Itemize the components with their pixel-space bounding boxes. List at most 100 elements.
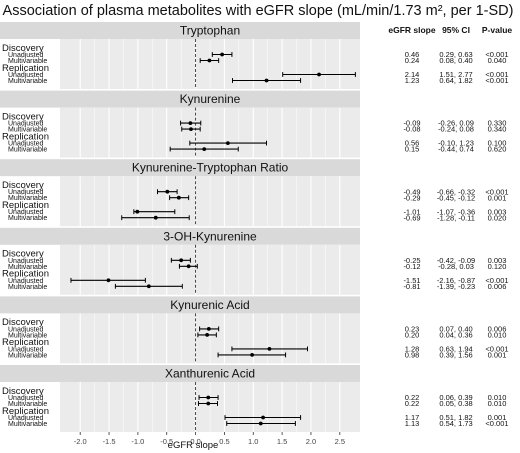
point-estimate [106,278,111,283]
ci-value: -2.16, -0.87 [437,276,475,285]
p-value: <0.001 [485,76,508,85]
point-estimate [188,121,193,125]
group-label: Replication [2,269,49,280]
panel-strip [0,296,360,314]
ci-value: -0.28, 0.03 [438,262,474,271]
panel-title: 3-OH-Kynurenine [163,229,257,243]
estimate-value: -0.25 [403,256,420,265]
group-label: Discovery [2,180,44,191]
p-value: <0.001 [485,187,508,196]
ci-value: 0.51, 1.82 [439,413,472,422]
ci-value: -0.66, -0.32 [437,187,475,196]
p-value: 0.100 [488,139,507,148]
estimate-value: -0.12 [403,262,420,271]
estimate-value: -0.69 [403,213,420,222]
ci-value: 0.08, 0.40 [439,56,472,65]
panel-title: Kynurenine-Tryptophan Ratio [132,161,289,175]
estimate-value: 0.22 [405,393,420,402]
row-label: Multivariable [8,215,47,222]
p-value: 0.010 [488,331,507,340]
panel-strip [0,159,360,177]
point-estimate [202,147,207,152]
panel-strip [0,22,360,39]
row-label: Multivariable [8,284,47,291]
estimate-value: 0.98 [405,351,420,360]
panel-title: Kynurenic Acid [170,298,249,312]
row-label: Multivariable [8,332,47,339]
row-label: Multivariable [8,401,47,408]
point-estimate [258,421,263,426]
ci-value: 0.39, 1.56 [439,351,472,360]
p-value: 0.001 [488,413,507,422]
x-tick-label: -1.0 [131,437,144,446]
p-value: <0.001 [485,50,508,59]
point-estimate [220,52,225,57]
ci-value: -0.10, 1.23 [438,139,474,148]
p-value: 0.003 [488,207,507,216]
estimate-value: 0.20 [405,331,420,340]
estimate-value: 0.56 [405,139,420,148]
point-estimate [207,58,212,63]
point-estimate [205,333,210,337]
point-estimate [206,327,211,331]
row-label: Unadjusted [8,72,44,79]
group-label: Discovery [2,386,44,397]
column-header-estimate: eGFR slope [388,25,436,35]
row-label: Unadjusted [8,52,44,59]
p-value: 0.330 [488,119,507,128]
x-axis: -2.0 -1.5 -1.0 -0.5 0.0 0.5 1.0 1.5 2.0 2.5 [74,432,345,446]
ci-value: 1.51, 2.77 [439,70,472,79]
ci-value: 0.04, 0.36 [439,331,472,340]
group-label: Discovery [2,111,44,122]
estimate-value: 0.15 [405,145,420,154]
ci-value: -0.26, 0.09 [438,119,474,128]
estimate-value: 0.24 [405,56,420,65]
group-label: Discovery [2,249,44,260]
point-estimate [206,395,211,400]
estimate-value: -1.01 [403,207,420,216]
point-estimate [179,258,184,263]
group-label: Discovery [2,317,44,328]
point-estimate [225,141,230,146]
row-label: Multivariable [8,195,47,202]
group-label: Replication [2,200,49,211]
x-tick-label: 1.5 [277,437,287,446]
row-label: Unadjusted [8,326,44,333]
row-label: Unadjusted [8,415,44,422]
p-value: 0.040 [488,56,507,65]
panel-title: Tryptophan [180,24,240,38]
p-value: 0.010 [488,399,507,408]
estimate-value: 1.28 [405,345,420,354]
ci-value: -1.07, -0.36 [437,207,475,216]
x-tick-label: 0.5 [219,437,229,446]
point-estimate [135,209,140,214]
ci-value: -1.28, -0.11 [437,213,475,222]
estimate-value: 1.17 [405,413,420,422]
point-estimate [165,189,170,194]
estimate-value: 0.22 [405,399,420,408]
estimate-value: 0.46 [405,50,420,59]
group-label: Replication [2,131,49,142]
estimate-value: 1.23 [405,76,420,85]
row-label: Multivariable [8,352,47,359]
p-value: 0.340 [488,125,507,134]
estimate-value: 1.13 [405,419,420,428]
p-value: 0.620 [488,145,507,154]
p-value: <0.001 [485,276,508,285]
estimate-value: -1.51 [403,276,420,285]
estimate-value: 2.14 [405,70,420,79]
point-estimate [267,347,272,351]
row-label: Multivariable [8,147,47,154]
p-value: 0.120 [488,262,507,271]
panel-strip [0,90,360,108]
p-value: <0.001 [485,70,508,79]
ci-value: 0.63, 1.94 [439,345,472,354]
chart-title: Association of plasma metabolites with e… [3,3,514,19]
